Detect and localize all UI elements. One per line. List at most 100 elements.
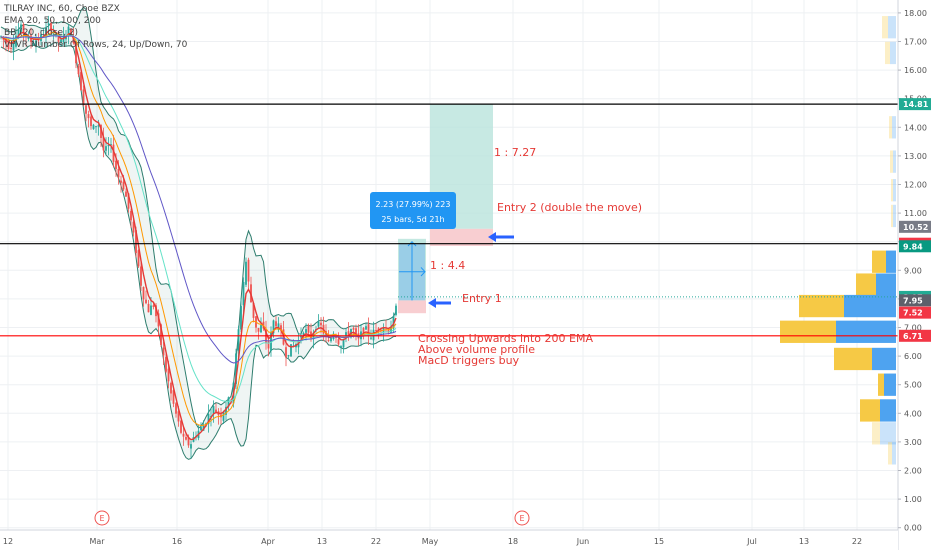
volume-profile-down-bar (888, 442, 892, 465)
candle-body (182, 433, 185, 437)
candle-body (22, 24, 25, 34)
time-axis-tick: 13 (317, 537, 327, 546)
price-label: 7.95 (903, 296, 923, 305)
candle-body (285, 347, 287, 358)
note-line[interactable]: MacD triggers buy (418, 354, 520, 367)
volume-profile-up-bar (872, 347, 896, 371)
candle-body (302, 332, 305, 335)
measure-arrow-up (407, 240, 417, 247)
price-axis-tick: 0.00 (904, 524, 922, 533)
volume-profile-up-bar (886, 250, 896, 273)
candle-body (345, 332, 347, 338)
time-axis-tick: Mar (89, 537, 105, 546)
candle-body (75, 43, 77, 64)
candle-body (277, 323, 280, 330)
entry2-arrow-head (488, 232, 496, 242)
ratio-top-label[interactable]: 1 : 7.27 (494, 146, 536, 159)
candle-body (180, 420, 182, 433)
candle-body (105, 146, 107, 151)
ema200-line (0, 35, 397, 364)
volume-profile-down-bar (799, 294, 844, 318)
symbol-line[interactable]: TILRAY INC, 60, Cboe BZX (4, 4, 120, 14)
price-axis-tick: 2.00 (904, 467, 922, 476)
note-line[interactable]: Crossing Upwards into 200 EMA (418, 332, 593, 345)
volume-profile-up-bar (836, 320, 896, 343)
candle-body (247, 259, 250, 282)
candle-body (240, 306, 242, 330)
candle-body (367, 324, 370, 336)
price-axis-tick: 14.00 (904, 123, 927, 132)
risk-reward-tools[interactable] (398, 104, 493, 314)
candle-body (175, 403, 177, 414)
candle-body (117, 168, 120, 178)
candle-body (387, 329, 390, 333)
indicator-vpvr[interactable]: VPVR Number Of Rows, 24, Up/Down, 70 (4, 40, 188, 50)
candle-body (375, 329, 377, 331)
time-axis-bg (0, 530, 898, 550)
candle-body (7, 42, 10, 50)
volume-profile-up-bar (884, 373, 896, 396)
time-axis-tick: 12 (3, 537, 13, 546)
candle-body (237, 329, 240, 351)
price-axis-tick: 12.00 (904, 181, 927, 190)
time-axis-tick: 15 (654, 537, 664, 546)
horizontal-levels[interactable] (0, 103, 898, 337)
price-label-bg (899, 98, 931, 111)
price-axis-tick: 4.00 (904, 409, 922, 418)
candle-body (125, 191, 127, 197)
indicator-ema[interactable]: EMA 20, 50, 100, 200 (4, 16, 101, 26)
candle-body (215, 409, 217, 413)
time-axis[interactable]: 12 Mar 16 Apr 13 22 May 18 Jun 15 Jul 13 22 (0, 529, 898, 550)
volume-profile-down-bar (878, 373, 884, 396)
candle-body (87, 114, 90, 119)
indicator-bb[interactable]: BB (20, close, 2) (4, 28, 79, 38)
entry1-stop-zone[interactable] (398, 300, 426, 314)
candle-body (275, 321, 277, 327)
candle-body (35, 40, 37, 47)
measure-arrow-right (420, 267, 426, 277)
price-axis-tick: 7.00 (904, 324, 922, 333)
price-axis-tick: 11.00 (904, 209, 927, 218)
price-axis[interactable]: 0.001.002.003.004.005.006.007.008.009.00… (897, 0, 932, 550)
candle-body (342, 339, 345, 348)
candle-body (112, 144, 115, 162)
candle-body (165, 356, 167, 372)
volume-profile-down-bar (856, 273, 876, 296)
earnings-marker[interactable] (514, 510, 530, 526)
note-line[interactable]: Above volume profile (418, 343, 535, 356)
candle-body (267, 340, 270, 349)
ratio-mid-label[interactable]: 1 : 4.4 (430, 259, 465, 272)
candle-body (242, 281, 245, 306)
time-axis-tick: Jul (746, 537, 757, 546)
price-label-bg (899, 306, 931, 319)
volume-profile-down-bar (834, 347, 872, 371)
candle-body (365, 326, 367, 330)
earnings-marker-label: E (519, 514, 524, 523)
price-label: 9.84 (903, 242, 923, 251)
volume-profile-down-bar (780, 320, 836, 343)
price-axis-bg (898, 0, 932, 550)
candle-body (187, 436, 190, 446)
entry1-label[interactable]: Entry 1 (462, 292, 502, 305)
candle-body (127, 193, 130, 209)
candle-body (97, 125, 100, 127)
candle-body (252, 302, 255, 318)
earnings-marker-label: E (99, 514, 104, 523)
earnings-marker[interactable] (94, 510, 110, 526)
candle-body (170, 382, 172, 394)
annotations[interactable]: 1 : 7.27 Entry 2 (double the move) 1 : 4.4… (418, 146, 642, 367)
candle-body (60, 39, 62, 43)
candle-body (327, 340, 330, 342)
entry2-stop-zone[interactable] (430, 228, 493, 246)
candle-body (142, 286, 145, 300)
volume-profile-up-bar (876, 273, 896, 296)
bb-fill (1, 7, 396, 460)
price-label: 6.71 (903, 332, 923, 341)
volume-profile-up-bar (880, 422, 896, 445)
candle-body (235, 353, 237, 384)
entry2-label[interactable]: Entry 2 (double the move) (497, 201, 642, 214)
volume-profile-down-bar (885, 41, 890, 65)
